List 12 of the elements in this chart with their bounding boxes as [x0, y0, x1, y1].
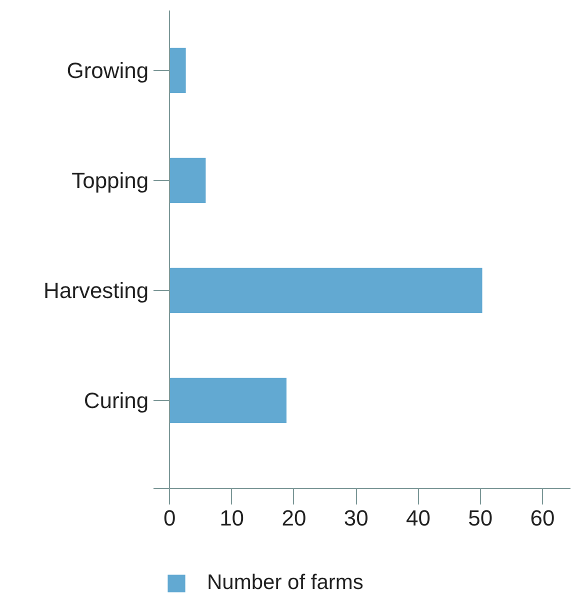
- y-tick-label: Topping: [72, 168, 149, 193]
- x-tick-label: 60: [530, 505, 555, 530]
- y-tick-label: Curing: [84, 388, 149, 413]
- y-tick-label: Growing: [66, 58, 149, 83]
- y-tick-label: Harvesting: [44, 278, 149, 303]
- x-tick-label: 30: [344, 505, 368, 530]
- legend-label: Number of farms: [207, 571, 364, 595]
- x-tick-label: 10: [220, 505, 244, 530]
- x-tick-label: 20: [282, 505, 306, 530]
- x-tick-label: 50: [468, 505, 493, 530]
- x-tick-label: 0: [164, 505, 176, 530]
- x-tick-label: 40: [406, 505, 430, 530]
